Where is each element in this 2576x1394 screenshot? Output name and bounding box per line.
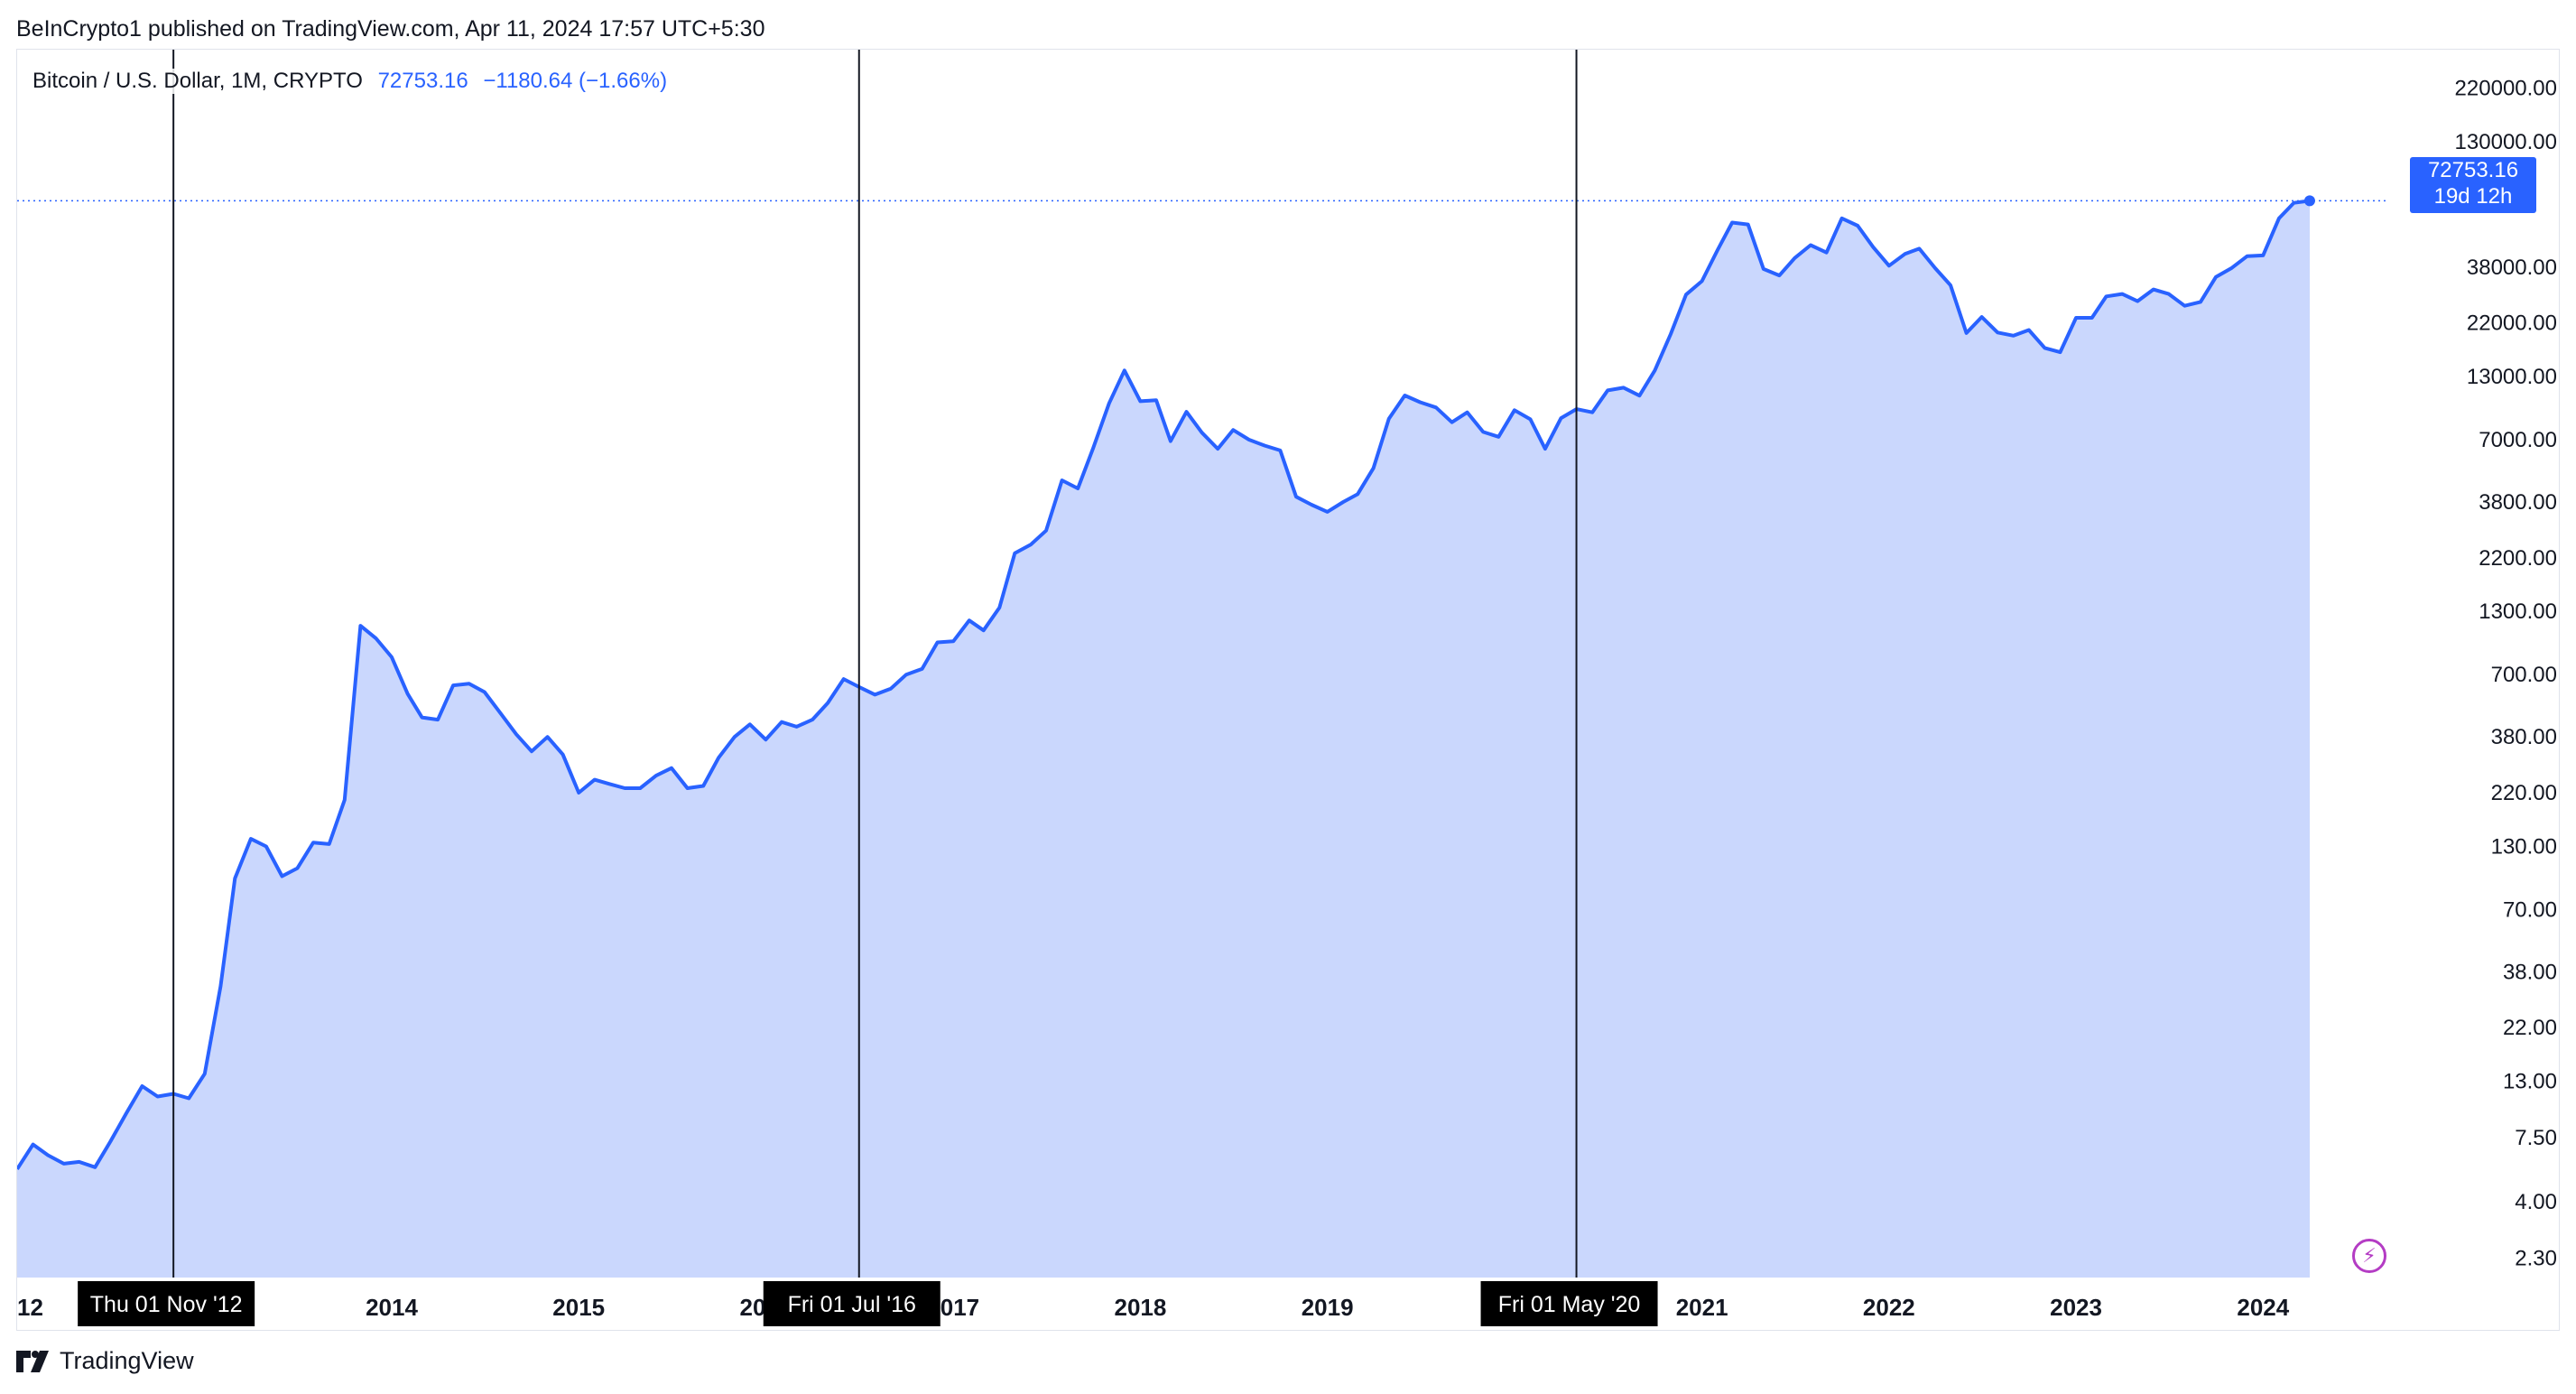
tradingview-logo[interactable]: TradingView [16,1347,194,1375]
y-tick-label-18: 130000.00 [2455,130,2557,154]
last-price-tag-value: 72753.16 [2427,158,2519,182]
x-tick-label-8: 2021 [1676,1294,1728,1321]
x-tick-label-9: 2022 [1863,1294,1915,1321]
x-tick-label-6: 2019 [1302,1294,1354,1321]
x-tick-label-0: 2012 [17,1294,43,1321]
marker-label-2: Fri 01 May '20 [1498,1292,1641,1317]
y-tick-label-3: 13.00 [2503,1070,2557,1094]
last-price-tag: 72753.16 19d 12h [2410,157,2536,213]
published-caption: BeInCrypto1 published on TradingView.com… [16,16,765,42]
y-tick-label-5: 38.00 [2503,960,2557,984]
tradingview-logo-icon [16,1350,49,1372]
y-tick-label-14: 7000.00 [2479,428,2557,452]
symbol-legend: Bitcoin / U.S. Dollar, 1M, CRYPTO 72753.… [32,69,668,94]
tradingview-brand: TradingView [60,1347,194,1374]
y-tick-label-16: 22000.00 [2467,311,2557,336]
x-tick-label-11: 2024 [2237,1294,2289,1321]
y-tick-label-10: 700.00 [2491,663,2557,687]
y-tick-label-9: 380.00 [2491,725,2557,749]
y-tick-label-6: 70.00 [2503,897,2557,922]
chart-frame[interactable]: 2.30 4.00 7.50 13.00 22.00 38.00 70.00 130.00 22… [16,49,2560,1331]
y-tick-label-19: 220000.00 [2455,76,2557,100]
y-tick-label-17: 38000.00 [2467,256,2557,280]
x-tick-label-2: 2015 [552,1294,605,1321]
y-tick-label-4: 22.00 [2503,1016,2557,1040]
marker-label-bg-1 [763,1281,941,1326]
y-tick-label-7: 130.00 [2491,834,2557,859]
price-line [17,199,2311,1170]
y-tick-label-15: 13000.00 [2467,365,2557,389]
y-tick-label-8: 220.00 [2491,781,2557,805]
marker-label-1: Fri 01 Jul '16 [788,1292,916,1317]
x-tick-label-5: 2018 [1115,1294,1167,1321]
marker-label-bg-0 [78,1281,255,1326]
symbol-name: Bitcoin / U.S. Dollar, 1M, CRYPTO [32,69,363,93]
price-change-value: −1180.64 (−1.66%) [483,69,668,93]
last-price-dot [2303,195,2315,207]
price-chart[interactable]: 2.30 4.00 7.50 13.00 22.00 38.00 70.00 130.00 22… [17,50,2561,1332]
y-tick-label-11: 1300.00 [2479,599,2557,624]
y-tick-label-13: 3800.00 [2479,490,2557,515]
y-tick-label-2: 7.50 [2515,1126,2557,1150]
candle-countdown: 19d 12h [2433,184,2513,209]
y-tick-label-12: 2200.00 [2479,546,2557,571]
y-tick-label-1: 4.00 [2515,1190,2557,1214]
x-tick-label-1: 2014 [366,1294,418,1321]
marker-label-0: Thu 01 Nov '12 [90,1292,243,1317]
x-tick-label-10: 2023 [2050,1294,2102,1321]
marker-label-bg-2 [1480,1281,1658,1326]
price-area-fill [17,200,2310,1278]
lightning-bolt-icon[interactable]: ⚡ [2352,1239,2386,1273]
last-price-value: 72753.16 [377,69,468,93]
y-tick-label-0: 2.30 [2515,1246,2557,1270]
